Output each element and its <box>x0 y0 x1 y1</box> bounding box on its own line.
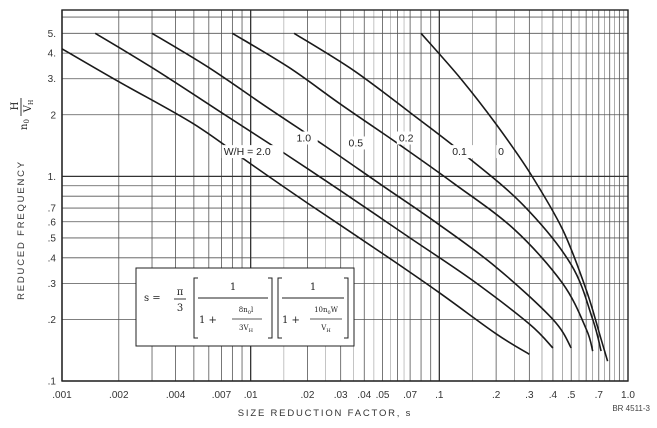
x-tick-label: .5 <box>567 390 576 401</box>
y-tick-label: .6 <box>48 217 57 228</box>
curve-label-bg <box>294 131 318 145</box>
y-tick-label: .4 <box>48 253 57 264</box>
y-tick-label: 2 <box>50 110 56 121</box>
y-tick-labels: 5. 4. 3. 2 1. .7 .6 .5 .4 .3 .2 .1 <box>48 29 57 388</box>
curve-line <box>151 32 572 349</box>
y-tick-label: 4. <box>48 49 56 60</box>
curve-label: 0 <box>498 146 504 158</box>
y-tick-label: .3 <box>48 279 57 290</box>
curve-labels: W/H = 2.0 1.0 0.5 0.2 0.1 0 <box>221 131 507 159</box>
equation-inner-numerator-2: 10n0W <box>314 306 339 316</box>
equation-inner-numerator: 8n0l <box>239 306 254 316</box>
curve-label: 1.0 <box>297 133 312 145</box>
x-tick-label: .001 <box>52 390 72 401</box>
x-tick-label: .05 <box>376 390 390 401</box>
y-axis-symbol-numerator: H <box>10 101 21 110</box>
equation-box-frame <box>135 267 355 347</box>
equation-box: s = π 3 1 1 + 8n0l 3VH 1 1 + 10n0W VH <box>135 267 355 347</box>
x-tick-label: .007 <box>212 390 232 401</box>
equation-one-plus-2: 1 + <box>282 315 300 326</box>
figure-id: BR 4511-3 <box>612 404 650 413</box>
equation-inner-denominator-2: VH <box>320 324 331 334</box>
equation-one-plus: 1 + <box>199 315 217 326</box>
curve-label-bg <box>221 145 284 159</box>
x-tick-label: .04 <box>357 390 371 401</box>
y-tick-label: 5. <box>48 29 56 40</box>
curve-label: 0.1 <box>452 146 467 158</box>
equation-pi: π <box>177 287 184 298</box>
curve-label-bg <box>346 136 370 150</box>
y-axis-symbol-denominator: VH <box>23 100 35 113</box>
x-tick-label: .03 <box>334 390 348 401</box>
y-axis-title-text: REDUCED FREQUENCY <box>16 160 27 300</box>
equation-lhs: s = <box>144 293 161 304</box>
curve-label-bg <box>496 145 507 159</box>
x-tick-label: .3 <box>525 390 534 401</box>
curve-line <box>94 32 554 349</box>
equation-three: 3 <box>177 303 183 314</box>
x-tick-label: .002 <box>109 390 129 401</box>
x-tick-label: .004 <box>166 390 186 401</box>
y-tick-label: .7 <box>48 204 57 215</box>
x-tick-label: 1.0 <box>621 390 635 401</box>
curve-label-bg <box>450 145 474 159</box>
y-tick-label: 1. <box>48 172 56 183</box>
x-tick-label: .2 <box>492 390 501 401</box>
equation-numerator-one-2: 1 <box>310 282 316 293</box>
equation-bracket-right <box>277 277 349 339</box>
x-tick-label: .02 <box>301 390 315 401</box>
curves <box>61 32 609 362</box>
y-tick-label: .1 <box>48 377 57 388</box>
y-axis-symbol: n0 <box>19 119 31 130</box>
x-tick-label: .01 <box>244 390 258 401</box>
curve-label: 0.2 <box>399 133 414 145</box>
equation-bracket-left <box>193 277 273 339</box>
y-axis-title: REDUCED FREQUENCY n0 H VH <box>10 98 35 300</box>
x-tick-label: .4 <box>549 390 558 401</box>
x-tick-label: .07 <box>403 390 417 401</box>
y-tick-label: .5 <box>48 233 57 244</box>
curve-label-bg <box>396 131 421 145</box>
curve-line <box>293 32 602 352</box>
equation-numerator-one: 1 <box>230 282 236 293</box>
curve-line <box>61 48 530 355</box>
curve-label: 0.5 <box>348 137 363 149</box>
x-tick-label: .7 <box>595 390 604 401</box>
curve-line <box>231 32 594 352</box>
plot-frame <box>61 9 629 382</box>
curve-label: W/H = 2.0 <box>224 146 271 158</box>
x-tick-labels: .001 .002 .004 .007 .01 .02 .03 .04 .05 .07 .1 .2 .3… <box>52 390 635 401</box>
y-tick-label: .2 <box>48 315 57 326</box>
y-tick-label: 3. <box>48 74 56 85</box>
curve-line <box>420 32 609 362</box>
equation-inner-denominator: 3VH <box>239 324 254 334</box>
x-tick-label: .1 <box>435 390 444 401</box>
x-axis-title: SIZE REDUCTION FACTOR, s <box>238 408 412 419</box>
